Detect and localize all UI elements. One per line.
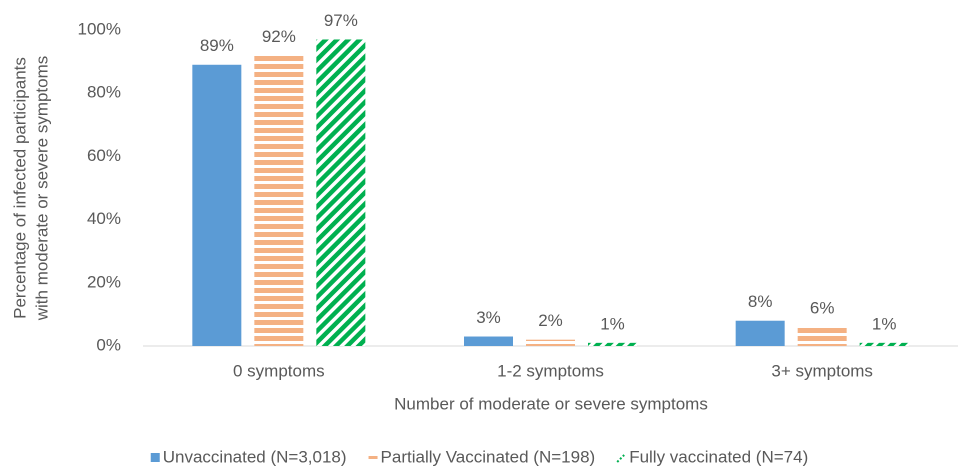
legend-label: Unvaccinated (N=3,018) [163, 447, 347, 466]
legend-swatch [150, 453, 160, 462]
data-label: 3% [476, 308, 501, 327]
y-tick-label: 0% [96, 335, 121, 354]
bar [192, 64, 242, 346]
legend-swatch [368, 456, 378, 459]
data-label: 1% [872, 314, 897, 333]
x-tick-label: 1-2 symptoms [497, 361, 604, 380]
data-label: 92% [262, 27, 296, 46]
bar [797, 327, 847, 346]
y-tick-label: 60% [87, 146, 121, 165]
y-tick-label: 80% [87, 83, 121, 102]
x-axis-title: Number of moderate or severe symptoms [394, 394, 708, 413]
bar [526, 339, 575, 346]
legend-item: Fully vaccinated (N=74) [616, 447, 808, 466]
data-label: 97% [324, 11, 358, 30]
x-tick-label: 0 symptoms [233, 361, 325, 380]
bar [859, 342, 909, 346]
bar [588, 342, 637, 346]
bar [464, 336, 513, 346]
bar [735, 320, 785, 346]
data-label: 2% [538, 311, 563, 330]
y-tick-label: 20% [87, 272, 121, 291]
data-label: 89% [200, 36, 234, 55]
bar [254, 55, 304, 346]
data-label: 8% [748, 292, 773, 311]
legend-item: Unvaccinated (N=3,018) [150, 447, 347, 466]
bar [316, 39, 366, 346]
data-label: 1% [600, 314, 625, 333]
y-tick-label: 40% [87, 209, 121, 228]
legend-swatch [616, 454, 625, 463]
legend-label: Fully vaccinated (N=74) [629, 447, 808, 466]
data-label: 6% [810, 299, 835, 318]
legend-item: Partially Vaccinated (N=198) [368, 447, 596, 466]
legend-label: Partially Vaccinated (N=198) [381, 447, 596, 466]
y-axis-title: with moderate or severe symptoms [32, 56, 51, 322]
x-tick-label: 3+ symptoms [771, 361, 873, 380]
y-axis-title: Percentage of infected participants [10, 57, 29, 319]
y-tick-label: 100% [78, 19, 121, 38]
